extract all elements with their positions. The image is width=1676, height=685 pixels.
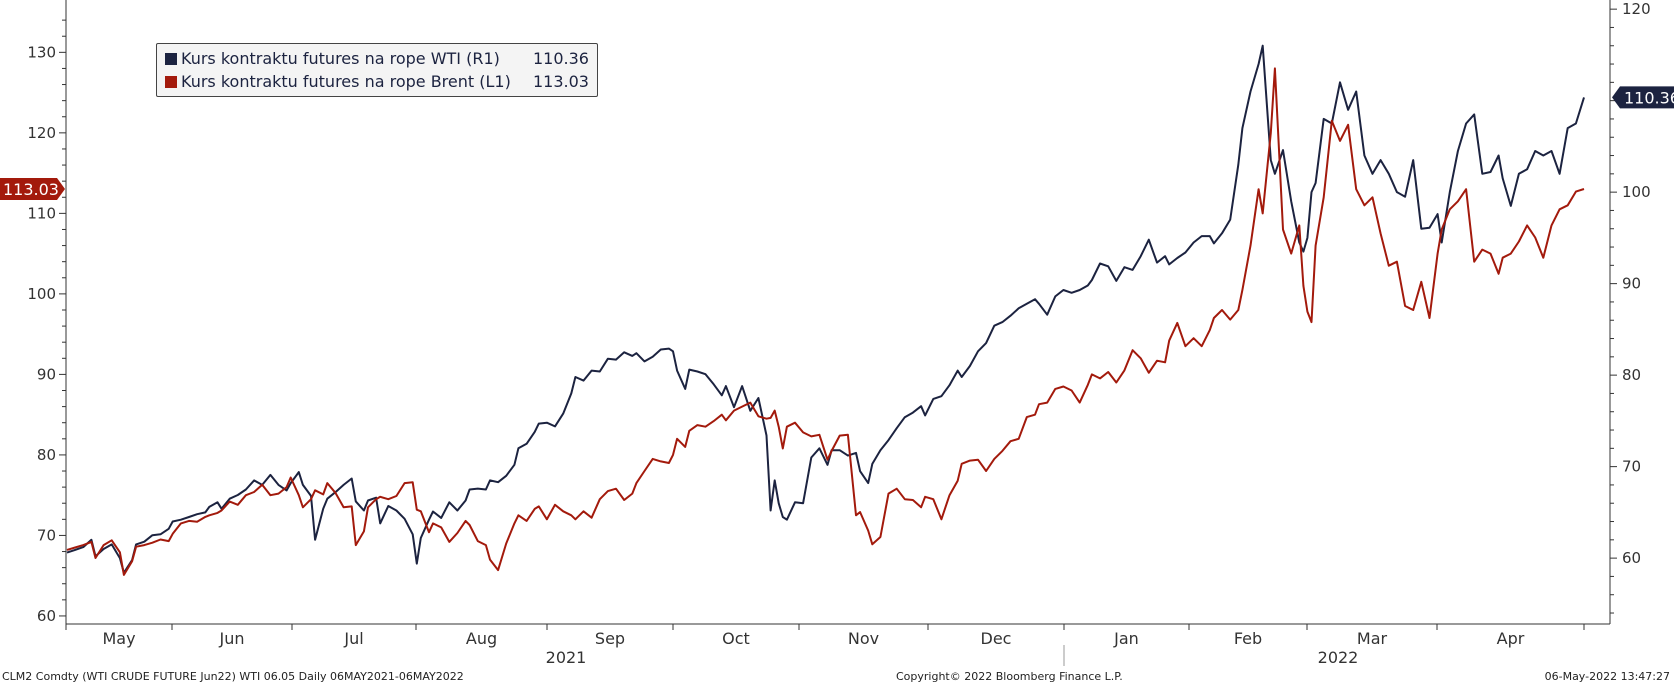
last-value-flag-brent (0, 177, 65, 200)
right-tick-label: 90 (1622, 275, 1641, 293)
legend-item-brent: Kurs kontraktu futures na rope Brent (L1… (165, 70, 597, 93)
labels-layer: 6070809010011012013060708090100110120May… (0, 0, 1676, 667)
footer-timestamp: 06-May-2022 13:47:27 (1544, 670, 1670, 683)
axes (59, 0, 1617, 666)
series-line-wti (66, 44, 1585, 574)
series-layer (66, 44, 1585, 576)
last-value-flag-wti (1612, 86, 1674, 109)
right-tick-label: 100 (1622, 183, 1651, 201)
left-tick-label: 130 (27, 43, 56, 61)
x-month-label: Mar (1357, 629, 1388, 648)
left-tick-label: 70 (37, 526, 56, 544)
x-month-label: Jan (1113, 629, 1139, 648)
x-month-label: Sep (595, 629, 625, 648)
legend-label-brent: Kurs kontraktu futures na rope Brent (L1… (181, 72, 511, 91)
left-tick-label: 110 (27, 204, 56, 222)
x-month-label: Aug (466, 629, 497, 648)
x-month-label: Feb (1234, 629, 1262, 648)
legend-item-wti: Kurs kontraktu futures na rope WTI (R1) … (165, 47, 597, 70)
footer-copyright: Copyright© 2022 Bloomberg Finance L.P. (896, 670, 1123, 683)
left-tick-label: 90 (37, 365, 56, 383)
x-year-label: 2022 (1318, 648, 1359, 667)
x-month-label: Jul (343, 629, 363, 648)
right-tick-label: 70 (1622, 458, 1641, 476)
left-tick-label: 60 (37, 607, 56, 625)
left-tick-label: 120 (27, 124, 56, 142)
left-tick-label: 80 (37, 446, 56, 464)
right-tick-label: 120 (1622, 0, 1651, 18)
left-tick-label: 100 (27, 285, 56, 303)
last-value-label-wti: 110.36 (1624, 88, 1676, 107)
x-month-label: May (102, 629, 135, 648)
legend-value-brent: 113.03 (533, 72, 589, 91)
x-month-label: Dec (981, 629, 1012, 648)
right-tick-label: 80 (1622, 366, 1641, 384)
legend-value-wti: 110.36 (533, 49, 589, 68)
last-value-label-brent: 113.03 (3, 180, 59, 199)
x-year-label: 2021 (546, 648, 587, 667)
x-month-label: Apr (1497, 629, 1525, 648)
legend-label-wti: Kurs kontraktu futures na rope WTI (R1) (181, 49, 500, 68)
legend: Kurs kontraktu futures na rope WTI (R1) … (156, 43, 598, 97)
x-month-label: Oct (722, 629, 750, 648)
series-line-brent (66, 67, 1585, 576)
legend-swatch-brent (165, 75, 177, 88)
footer-ticker-info: CLM2 Comdty (WTI CRUDE FUTURE Jun22) WTI… (2, 670, 464, 683)
legend-swatch-wti (165, 52, 177, 65)
x-month-label: Nov (848, 629, 879, 648)
right-tick-label: 60 (1622, 549, 1641, 567)
x-month-label: Jun (219, 629, 245, 648)
